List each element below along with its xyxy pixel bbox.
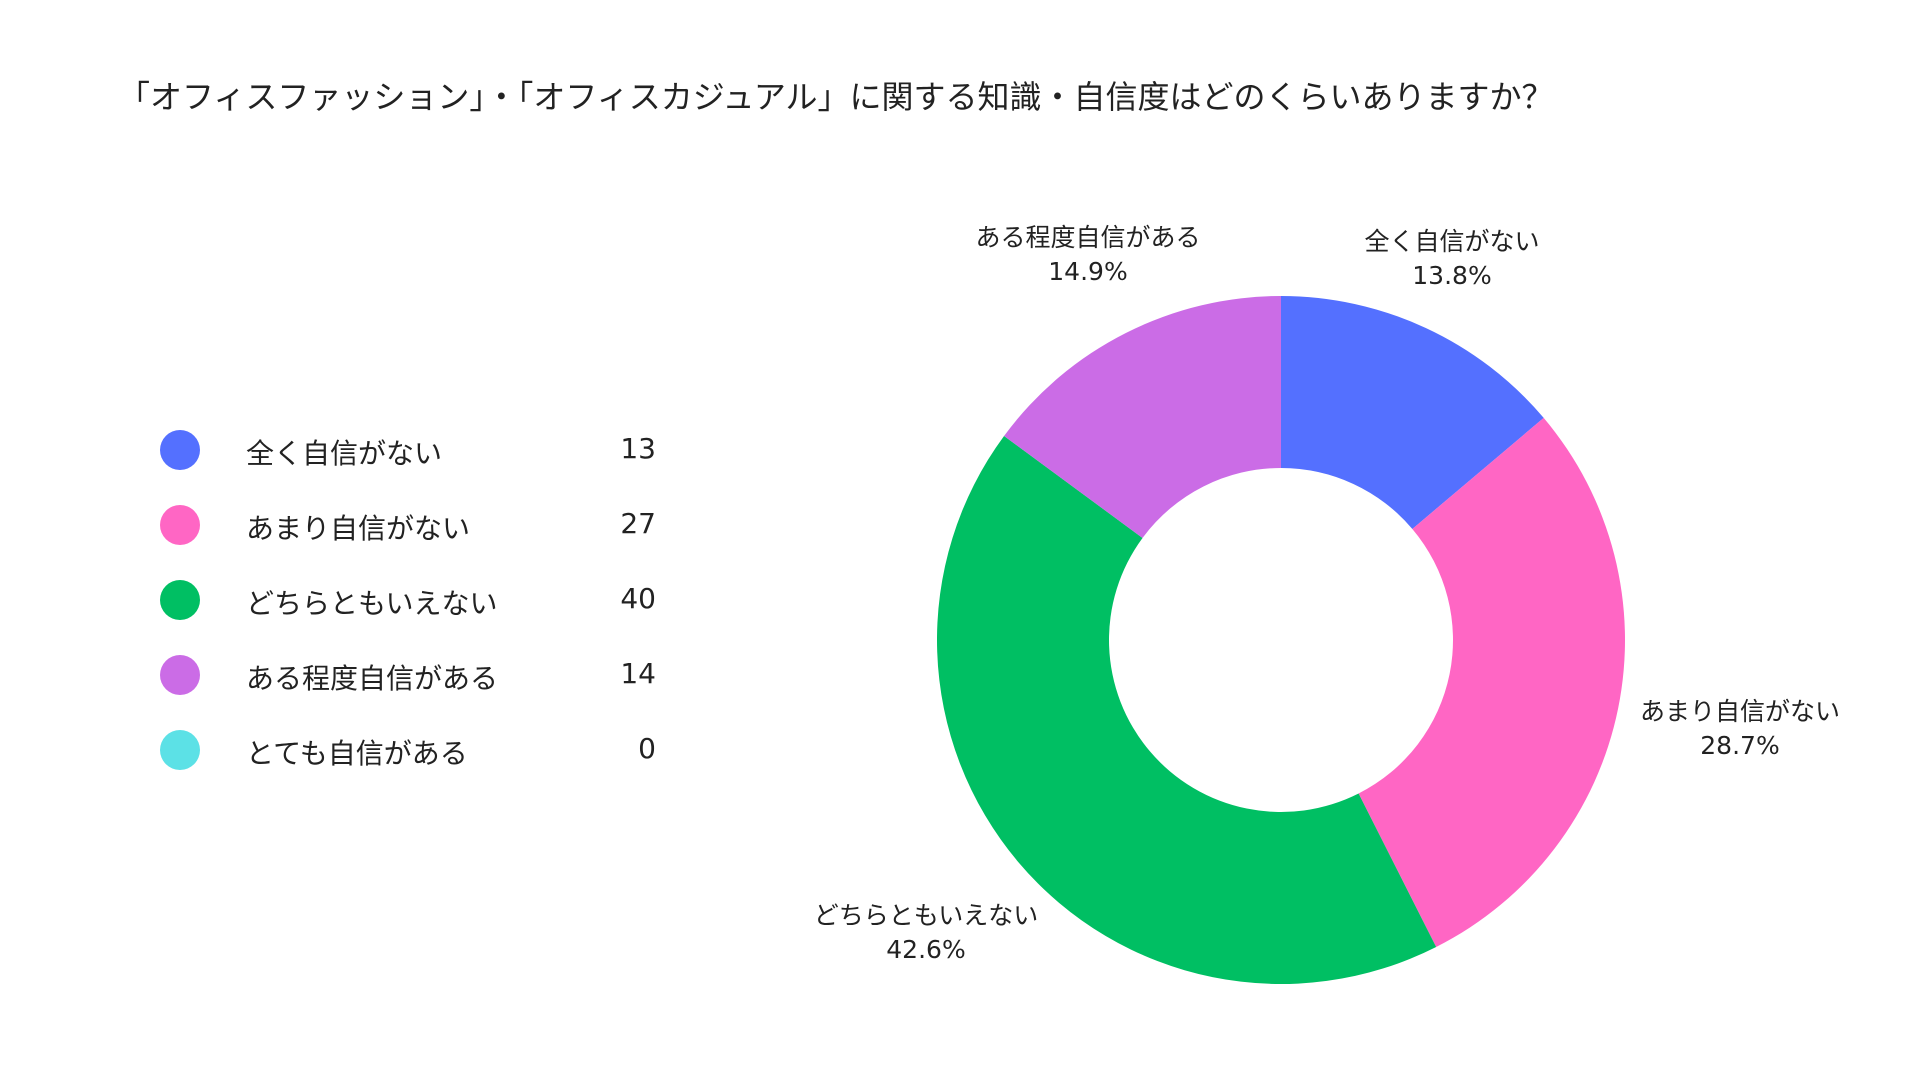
slice-percent-label: 28.7% [1700, 731, 1779, 760]
legend-value: 0 [638, 732, 656, 765]
legend-color-dot [160, 730, 200, 770]
legend-item: とても自信がある 0 [158, 726, 658, 801]
legend-item: ある程度自信がある 14 [158, 651, 658, 726]
slice-category-label: どちらともいえない [814, 901, 1039, 930]
legend-label: あまり自信がない [246, 512, 471, 545]
donut-slice [1004, 296, 1281, 538]
legend-label: どちらともいえない [246, 587, 498, 620]
slice-category-label: ある程度自信がある [975, 223, 1200, 252]
legend-value: 40 [620, 582, 656, 615]
legend-value: 14 [620, 657, 656, 690]
legend-item: 全く自信がない 13 [158, 426, 658, 501]
slice-percent-label: 13.8% [1412, 261, 1491, 290]
legend-label: ある程度自信がある [246, 662, 499, 695]
donut-slice [1358, 417, 1625, 948]
legend: 全く自信がない 13 あまり自信がない 27 どちらともいえない 40 ある程度… [158, 426, 658, 801]
slice-category-label: 全く自信がない [1364, 227, 1539, 256]
legend-value: 13 [620, 432, 656, 465]
legend-color-dot [160, 430, 200, 470]
donut-slice [1281, 296, 1544, 529]
slice-category-label: あまり自信がない [1640, 697, 1840, 726]
legend-item: どちらともいえない 40 [158, 576, 658, 651]
slice-percent-label: 42.6% [886, 935, 965, 964]
slice-percent-label: 14.9% [1048, 257, 1127, 286]
legend-color-dot [160, 505, 200, 545]
legend-value: 27 [620, 507, 656, 540]
legend-item: あまり自信がない 27 [158, 501, 658, 576]
chart-title: 「オフィスファッション」・「オフィスカジュアル」に関する知識・自信度はどのくらい… [118, 78, 1554, 116]
legend-label: 全く自信がない [246, 437, 443, 470]
legend-color-dot [160, 580, 200, 620]
donut-slice [937, 435, 1437, 984]
legend-color-dot [160, 655, 200, 695]
legend-label: とても自信がある [246, 737, 468, 770]
